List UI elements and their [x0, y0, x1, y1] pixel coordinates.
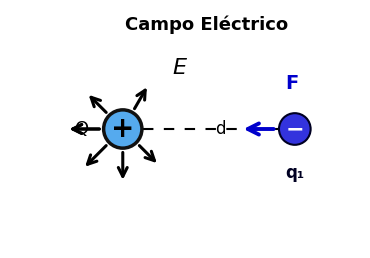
Text: F: F: [286, 74, 299, 93]
Circle shape: [104, 110, 142, 148]
Text: Campo Eléctrico: Campo Eléctrico: [125, 15, 289, 34]
Circle shape: [279, 113, 311, 145]
Text: Q: Q: [75, 120, 89, 138]
Text: d: d: [215, 120, 226, 138]
Text: −: −: [286, 119, 304, 139]
Text: +: +: [111, 115, 134, 143]
Text: E: E: [172, 58, 186, 78]
Text: q₁: q₁: [285, 164, 305, 182]
